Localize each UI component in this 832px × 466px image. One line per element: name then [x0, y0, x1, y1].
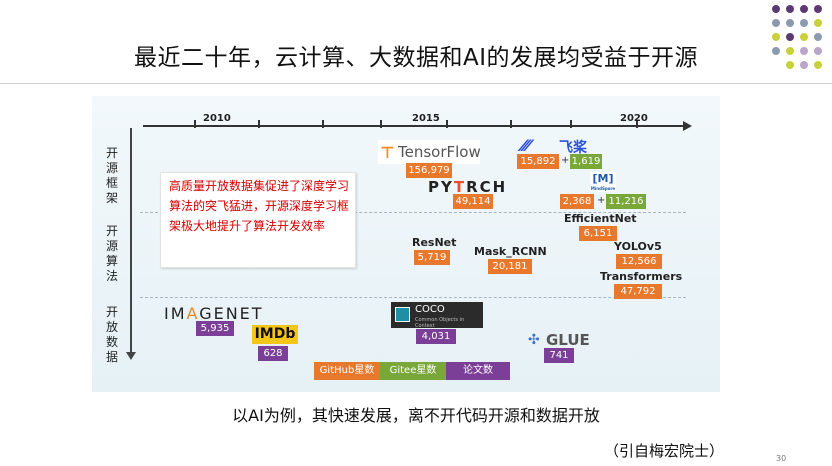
imagenet-citations-badge: 5,935	[196, 321, 234, 336]
legend-gitee: Gitee星数	[380, 362, 446, 380]
paddle-icon: ⁄⁄⁄	[522, 136, 531, 155]
tensorflow-logo: ⊤ TensorFlow	[378, 140, 481, 164]
category-axis	[130, 128, 132, 356]
algorithm-label-resnet: ResNet	[412, 236, 457, 249]
imagenet-logo: IMAGENET	[164, 304, 264, 323]
efficientnet-github-badge: 6,151	[579, 226, 617, 241]
mask-rcnn-github-badge: 20,181	[488, 259, 532, 274]
glue-icon: ✣	[528, 332, 540, 348]
title-divider	[0, 83, 832, 84]
time-axis-arrow	[683, 121, 692, 131]
algorithm-label-yolov5: YOLOv5	[614, 240, 662, 253]
page-number: 30	[776, 454, 787, 463]
algorithm-label-efficientnet: EfficientNet	[564, 212, 637, 225]
axis-tick	[194, 120, 196, 128]
year-label: 2010	[203, 113, 231, 124]
year-label: 2020	[620, 113, 648, 124]
plus-sign: +	[597, 195, 606, 206]
pytorch-logo: PYTRCH	[428, 178, 508, 196]
section-divider	[140, 297, 686, 298]
imdb-citations-badge: 628	[258, 346, 288, 361]
mindspore-logo: [M] MindSpore	[590, 172, 616, 192]
axis-tick	[322, 120, 324, 128]
caption: 以AI为例，其快速发展，离不开代码开源和数据开放	[232, 406, 600, 425]
section-divider	[140, 212, 686, 213]
resnet-github-badge: 5,719	[414, 250, 450, 265]
algorithm-label-transformers: Transformers	[600, 270, 683, 283]
category-data: 开放 数据	[105, 305, 118, 364]
algorithm-label-mask-rcnn: Mask_RCNN	[474, 245, 547, 258]
legend-papers: 论文数	[446, 362, 510, 380]
mindspore-github-badge: 2,368	[560, 194, 594, 209]
plus-sign: +	[561, 155, 570, 166]
axis-tick	[510, 120, 512, 128]
callout-box: 高质量开放数据集促进了深度学习算法的突飞猛进，开源深度学习框架极大地提升了算法开…	[160, 172, 356, 268]
transformers-github-badge: 47,792	[614, 284, 662, 299]
axis-tick	[636, 120, 638, 128]
slide-title: 最近二十年，云计算、大数据和AI的发展均受益于开源	[133, 45, 699, 71]
time-axis	[143, 125, 683, 127]
axis-tick	[570, 120, 572, 128]
category-algorithms: 开源 算法	[105, 224, 118, 283]
category-frameworks: 开源 框架	[105, 146, 118, 205]
paddle-logo: ⁄⁄⁄ 飞桨	[522, 136, 587, 156]
yolov5-github-badge: 12,566	[616, 254, 662, 269]
mindspore-gitee-badge: 11,216	[606, 194, 646, 209]
axis-tick	[380, 120, 382, 128]
paddle-github-badge: 15,892	[517, 154, 559, 169]
pytorch-flame-icon: T	[453, 178, 467, 196]
tensorflow-icon: ⊤	[380, 143, 395, 162]
glue-logo: ✣ GLUE	[528, 331, 590, 349]
coco-logo: COCO Common Objects in Context	[391, 302, 483, 329]
axis-tick	[446, 120, 448, 128]
coco-icon	[395, 307, 410, 322]
legend-github: GitHub星数	[314, 362, 380, 380]
tensorflow-github-badge: 156,979	[406, 163, 452, 178]
glue-citations-badge: 741	[544, 348, 574, 363]
coco-citations-badge: 4,031	[416, 329, 456, 344]
paddle-gitee-badge: 1,619	[570, 154, 602, 169]
source-attribution: （引自梅宏院士）	[604, 442, 725, 460]
axis-tick	[258, 120, 260, 128]
pytorch-github-badge: 49,114	[453, 194, 493, 209]
imdb-logo: IMDb	[252, 325, 298, 344]
category-axis-arrow	[126, 352, 136, 360]
year-label: 2015	[412, 113, 440, 124]
